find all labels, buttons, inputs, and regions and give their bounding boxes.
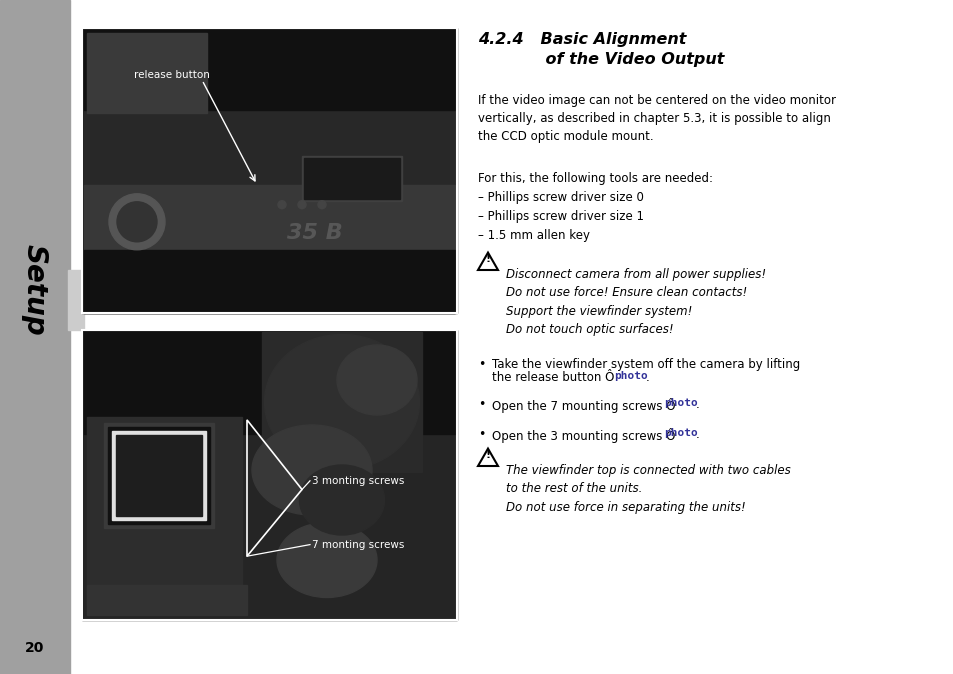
Text: photo: photo (663, 428, 697, 438)
Text: !: ! (485, 254, 490, 264)
Bar (82, 330, 456, 620)
Text: Take the viewfinder system off the camera by lifting: Take the viewfinder system off the camer… (492, 358, 800, 371)
Text: 7 monting screws: 7 monting screws (312, 540, 404, 549)
Bar (87, 417, 242, 605)
Text: !: ! (485, 450, 490, 460)
Bar (304, 158, 399, 200)
Text: .: . (696, 398, 699, 411)
Bar (262, 332, 421, 472)
Bar (108, 427, 210, 524)
Text: Open the 3 mounting screws Ô: Open the 3 mounting screws Ô (492, 428, 679, 443)
Circle shape (317, 201, 326, 209)
Bar (87, 33, 207, 113)
Bar (116, 435, 202, 516)
Text: 35 B: 35 B (286, 223, 342, 243)
Bar (87, 585, 247, 615)
Bar (84, 30, 455, 187)
Text: Disconnect camera from all power supplies!
Do not use force! Ensure clean contac: Disconnect camera from all power supplie… (505, 268, 765, 336)
Text: Open the 7 mounting screws Ô: Open the 7 mounting screws Ô (492, 398, 679, 413)
Ellipse shape (336, 345, 416, 415)
Ellipse shape (264, 334, 419, 470)
Text: •: • (477, 358, 485, 371)
Bar (112, 431, 206, 520)
Bar (104, 423, 213, 528)
Bar (84, 332, 455, 618)
Text: of the Video Output: of the Video Output (477, 52, 723, 67)
Text: .: . (645, 371, 649, 384)
Circle shape (109, 194, 165, 250)
Circle shape (277, 201, 286, 209)
Bar (84, 30, 455, 110)
Bar (82, 28, 456, 313)
Bar (0, 0, 70, 674)
Bar (302, 156, 401, 202)
Ellipse shape (299, 465, 384, 535)
Bar (84, 332, 455, 433)
Bar (82, 28, 456, 313)
Circle shape (297, 201, 306, 209)
Text: 4.2.4   Basic Alignment: 4.2.4 Basic Alignment (477, 32, 685, 47)
Text: The viewfinder top is connected with two cables
to the rest of the units.
Do not: The viewfinder top is connected with two… (505, 464, 790, 514)
Bar (68, 270, 84, 330)
Ellipse shape (252, 425, 372, 515)
Text: 20: 20 (26, 641, 45, 655)
Text: •: • (477, 398, 485, 411)
Text: If the video image can not be centered on the video monitor
vertically, as descr: If the video image can not be centered o… (477, 94, 835, 143)
Text: photo: photo (614, 371, 647, 381)
Bar (84, 250, 455, 313)
Text: 3 monting screws: 3 monting screws (312, 476, 404, 486)
Text: •: • (477, 428, 485, 441)
Circle shape (117, 202, 157, 242)
Text: the release button Ô: the release button Ô (492, 371, 618, 384)
Text: .: . (696, 428, 699, 441)
Ellipse shape (276, 522, 376, 597)
Text: Setup: Setup (21, 244, 49, 336)
Text: For this, the following tools are needed:
– Phillips screw driver size 0
– Phill: For this, the following tools are needed… (477, 172, 712, 242)
Text: photo: photo (663, 398, 697, 408)
Bar (82, 330, 456, 620)
Bar (84, 185, 455, 313)
Text: release button: release button (133, 70, 210, 80)
